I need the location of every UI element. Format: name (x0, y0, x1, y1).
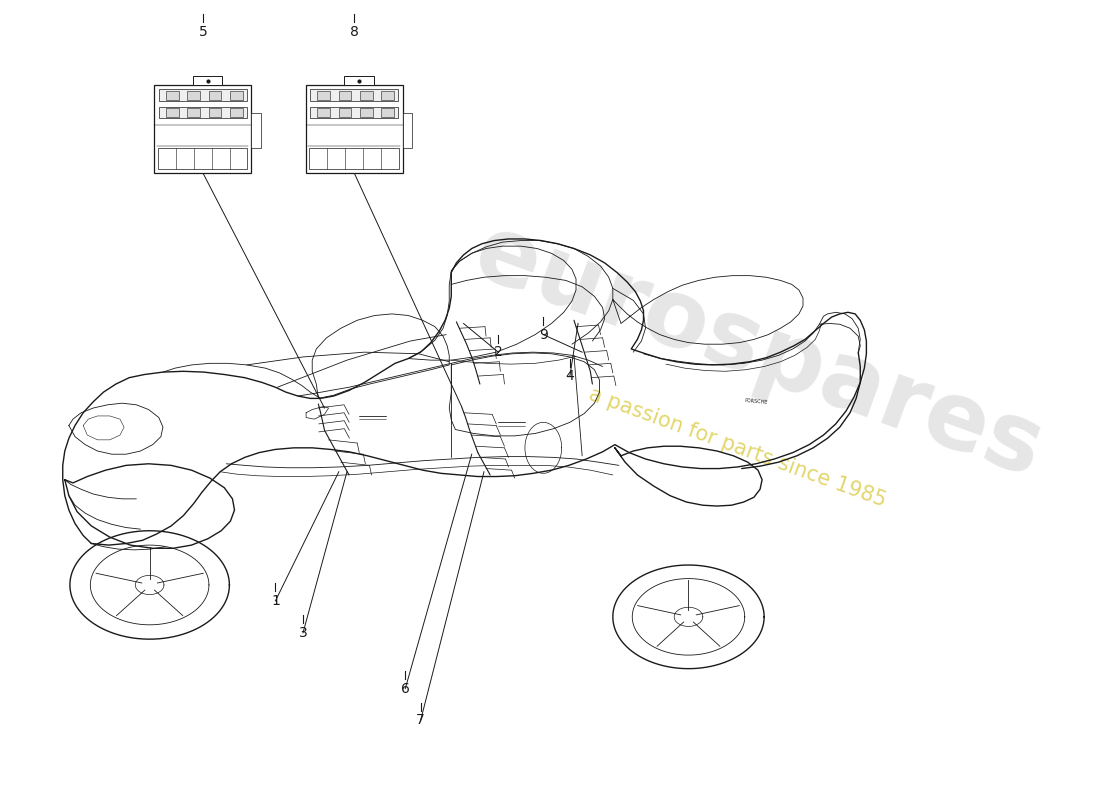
FancyBboxPatch shape (309, 148, 399, 170)
FancyBboxPatch shape (310, 90, 398, 101)
Text: 7: 7 (416, 714, 425, 727)
FancyBboxPatch shape (360, 90, 373, 100)
FancyBboxPatch shape (158, 148, 248, 170)
FancyBboxPatch shape (194, 76, 222, 85)
Text: 5: 5 (198, 25, 207, 38)
FancyBboxPatch shape (310, 107, 398, 118)
Text: eurospares: eurospares (462, 206, 1055, 498)
Text: a passion for parts since 1985: a passion for parts since 1985 (586, 385, 889, 511)
Text: 3: 3 (298, 626, 307, 640)
FancyBboxPatch shape (360, 108, 373, 118)
FancyBboxPatch shape (382, 90, 394, 100)
FancyBboxPatch shape (187, 90, 200, 100)
Text: PORSCHE: PORSCHE (744, 398, 768, 405)
FancyBboxPatch shape (160, 90, 246, 101)
FancyBboxPatch shape (166, 108, 178, 118)
FancyBboxPatch shape (252, 113, 261, 148)
Text: 6: 6 (400, 682, 409, 695)
Text: 1: 1 (271, 594, 279, 608)
FancyBboxPatch shape (306, 85, 403, 173)
FancyBboxPatch shape (154, 85, 252, 173)
FancyBboxPatch shape (403, 113, 412, 148)
FancyBboxPatch shape (317, 90, 330, 100)
Text: 4: 4 (565, 369, 574, 383)
Text: 9: 9 (539, 328, 548, 342)
FancyBboxPatch shape (339, 108, 351, 118)
FancyBboxPatch shape (344, 76, 374, 85)
Text: 8: 8 (350, 25, 359, 38)
FancyBboxPatch shape (339, 90, 351, 100)
FancyBboxPatch shape (166, 90, 178, 100)
FancyBboxPatch shape (230, 90, 243, 100)
FancyBboxPatch shape (187, 108, 200, 118)
FancyBboxPatch shape (160, 107, 246, 118)
FancyBboxPatch shape (317, 108, 330, 118)
FancyBboxPatch shape (209, 108, 221, 118)
FancyBboxPatch shape (230, 108, 243, 118)
FancyBboxPatch shape (382, 108, 394, 118)
Text: 2: 2 (494, 345, 503, 359)
FancyBboxPatch shape (209, 90, 221, 100)
